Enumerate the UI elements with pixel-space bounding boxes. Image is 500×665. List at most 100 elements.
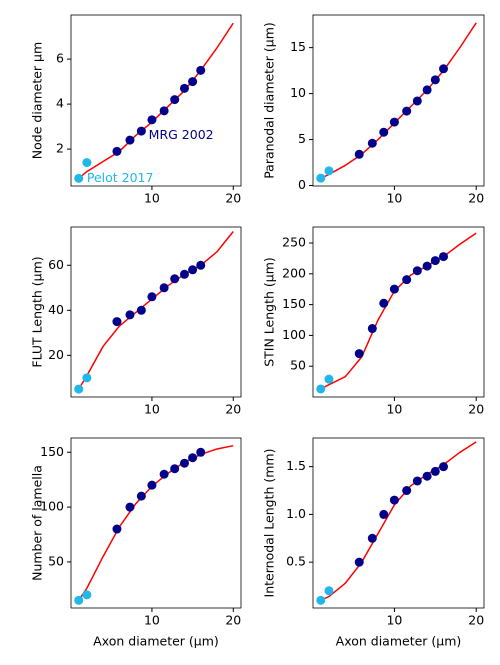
fit-line <box>320 441 477 602</box>
data-point <box>179 269 189 279</box>
data-point <box>324 586 334 596</box>
x-tick-label: 20 <box>468 402 484 417</box>
fit-line <box>78 22 234 179</box>
y-axis-label: FLUT Length (µm) <box>30 256 45 367</box>
data-point <box>367 138 377 148</box>
data-point <box>402 275 412 285</box>
data-point <box>367 533 377 543</box>
data-point <box>170 464 180 474</box>
data-point <box>147 292 157 302</box>
y-axis-label: STIN Length (µm) <box>262 257 277 367</box>
axes-frame <box>70 14 242 187</box>
y-tick-label: 50 <box>48 553 64 568</box>
fit-line <box>78 231 234 390</box>
data-point <box>179 83 189 93</box>
x-tick-label: 20 <box>468 613 484 628</box>
axes-frame <box>70 437 242 609</box>
data-point <box>125 310 135 320</box>
data-point <box>316 173 326 183</box>
data-point <box>422 261 432 271</box>
data-point <box>112 524 122 534</box>
y-tick-label: 1.5 <box>286 458 306 473</box>
data-point <box>136 305 146 315</box>
y-tick-label: 20 <box>48 347 64 362</box>
fit-line <box>78 444 234 601</box>
data-point <box>412 96 422 106</box>
data-point <box>422 85 432 95</box>
data-point <box>402 106 412 116</box>
fit-line <box>320 22 477 179</box>
data-point <box>430 466 440 476</box>
data-point <box>147 480 157 490</box>
data-point <box>379 509 389 519</box>
data-point <box>170 274 180 284</box>
data-point <box>430 256 440 266</box>
axes-frame <box>70 226 242 398</box>
data-point <box>412 476 422 486</box>
x-tick-label: 20 <box>225 613 241 628</box>
y-tick-label: 6 <box>56 51 64 66</box>
y-axis-label: Internodal Length (mm) <box>262 449 277 598</box>
y-tick-label: 5 <box>298 131 306 146</box>
data-point <box>389 284 399 294</box>
x-tick-label: 10 <box>386 191 402 206</box>
y-tick-label: 150 <box>282 296 306 311</box>
data-point <box>422 471 432 481</box>
annotation: MRG 2002 <box>149 127 214 142</box>
axes-frame <box>312 226 485 398</box>
x-tick-label: 20 <box>225 402 241 417</box>
data-point <box>159 469 169 479</box>
data-point <box>379 127 389 137</box>
data-point <box>74 595 84 605</box>
y-tick-label: 15 <box>290 39 306 54</box>
y-tick-label: 40 <box>48 302 64 317</box>
x-tick-label: 10 <box>386 613 402 628</box>
y-tick-label: 60 <box>48 257 64 272</box>
data-point <box>439 462 448 472</box>
y-tick-label: 200 <box>282 265 306 280</box>
axes-frame <box>312 14 485 187</box>
x-tick-label: 10 <box>144 402 160 417</box>
data-point <box>402 486 412 496</box>
data-point <box>147 115 157 125</box>
x-tick-label: 20 <box>225 191 241 206</box>
y-tick-label: 250 <box>282 235 306 250</box>
data-point <box>82 373 92 383</box>
x-tick-label: 10 <box>386 402 402 417</box>
data-point <box>354 349 364 359</box>
data-point <box>412 266 422 276</box>
data-point <box>196 260 206 270</box>
data-point <box>159 106 169 116</box>
data-point <box>324 166 334 176</box>
data-point <box>82 590 92 600</box>
x-axis-label: Axon diameter (µm) <box>93 634 219 649</box>
data-point <box>112 146 122 156</box>
axes-frame <box>312 437 485 609</box>
y-tick-label: 100 <box>40 499 64 514</box>
data-point <box>389 117 399 127</box>
data-point <box>316 384 326 394</box>
data-point <box>439 252 448 262</box>
data-point <box>439 64 448 74</box>
data-point <box>389 495 399 505</box>
data-point <box>136 491 146 501</box>
data-point <box>354 557 364 567</box>
data-point <box>367 324 377 334</box>
x-axis-label: Axon diameter (µm) <box>336 634 462 649</box>
data-point <box>74 384 84 394</box>
data-point <box>159 283 169 293</box>
y-tick-label: 0.5 <box>286 554 306 569</box>
data-point <box>354 149 364 159</box>
y-tick-label: 100 <box>282 327 306 342</box>
x-tick-label: 20 <box>468 191 484 206</box>
y-tick-label: 150 <box>40 444 64 459</box>
y-tick-label: 4 <box>56 96 64 111</box>
data-point <box>324 374 334 384</box>
data-point <box>125 135 135 145</box>
data-point <box>196 65 206 75</box>
y-axis-label: Number of lamella <box>30 465 45 581</box>
data-point <box>74 173 84 183</box>
data-point <box>316 595 326 605</box>
data-point <box>188 453 198 463</box>
